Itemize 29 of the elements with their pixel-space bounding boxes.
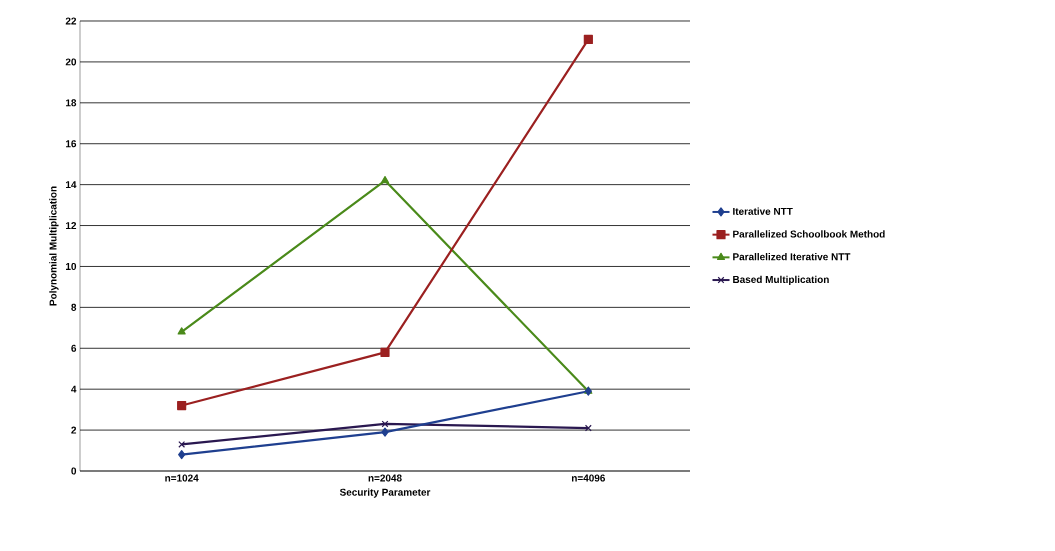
point xyxy=(381,427,389,437)
x-tick-label: n=2048 xyxy=(368,474,402,482)
y-tick-label: 6 xyxy=(71,344,77,352)
y-axis-title: Polynomial Multiplication xyxy=(49,186,59,306)
legend-label: Parallelized Schoolbook Method xyxy=(733,230,885,238)
point xyxy=(380,347,390,357)
point xyxy=(178,450,186,460)
point xyxy=(584,424,592,432)
y-tick-label: 4 xyxy=(71,385,77,393)
x-axis-title: Security Parameter xyxy=(339,488,431,498)
y-tick-label: 14 xyxy=(66,181,77,189)
legend-label: Based Multiplication xyxy=(733,275,829,285)
x-tick-label: n=1024 xyxy=(165,474,199,482)
point xyxy=(380,175,390,184)
point xyxy=(177,400,187,411)
y-tick-label: 16 xyxy=(66,140,77,148)
legend-label: Iterative NTT xyxy=(733,207,793,215)
x-tick-label: n=4096 xyxy=(571,474,606,482)
y-tick-label: 22 xyxy=(65,17,77,25)
point xyxy=(177,327,186,335)
y-tick-label: 18 xyxy=(66,99,77,107)
y-tick-label: 2 xyxy=(71,426,77,434)
y-tick-label: 8 xyxy=(71,303,77,311)
y-tick-label: 0 xyxy=(71,467,77,475)
point xyxy=(583,34,593,44)
y-tick-label: 12 xyxy=(66,222,77,230)
y-tick-label: 10 xyxy=(66,262,77,270)
y-tick-label: 20 xyxy=(65,58,77,66)
legend-label: Parallelized Iterative NTT xyxy=(733,252,851,261)
